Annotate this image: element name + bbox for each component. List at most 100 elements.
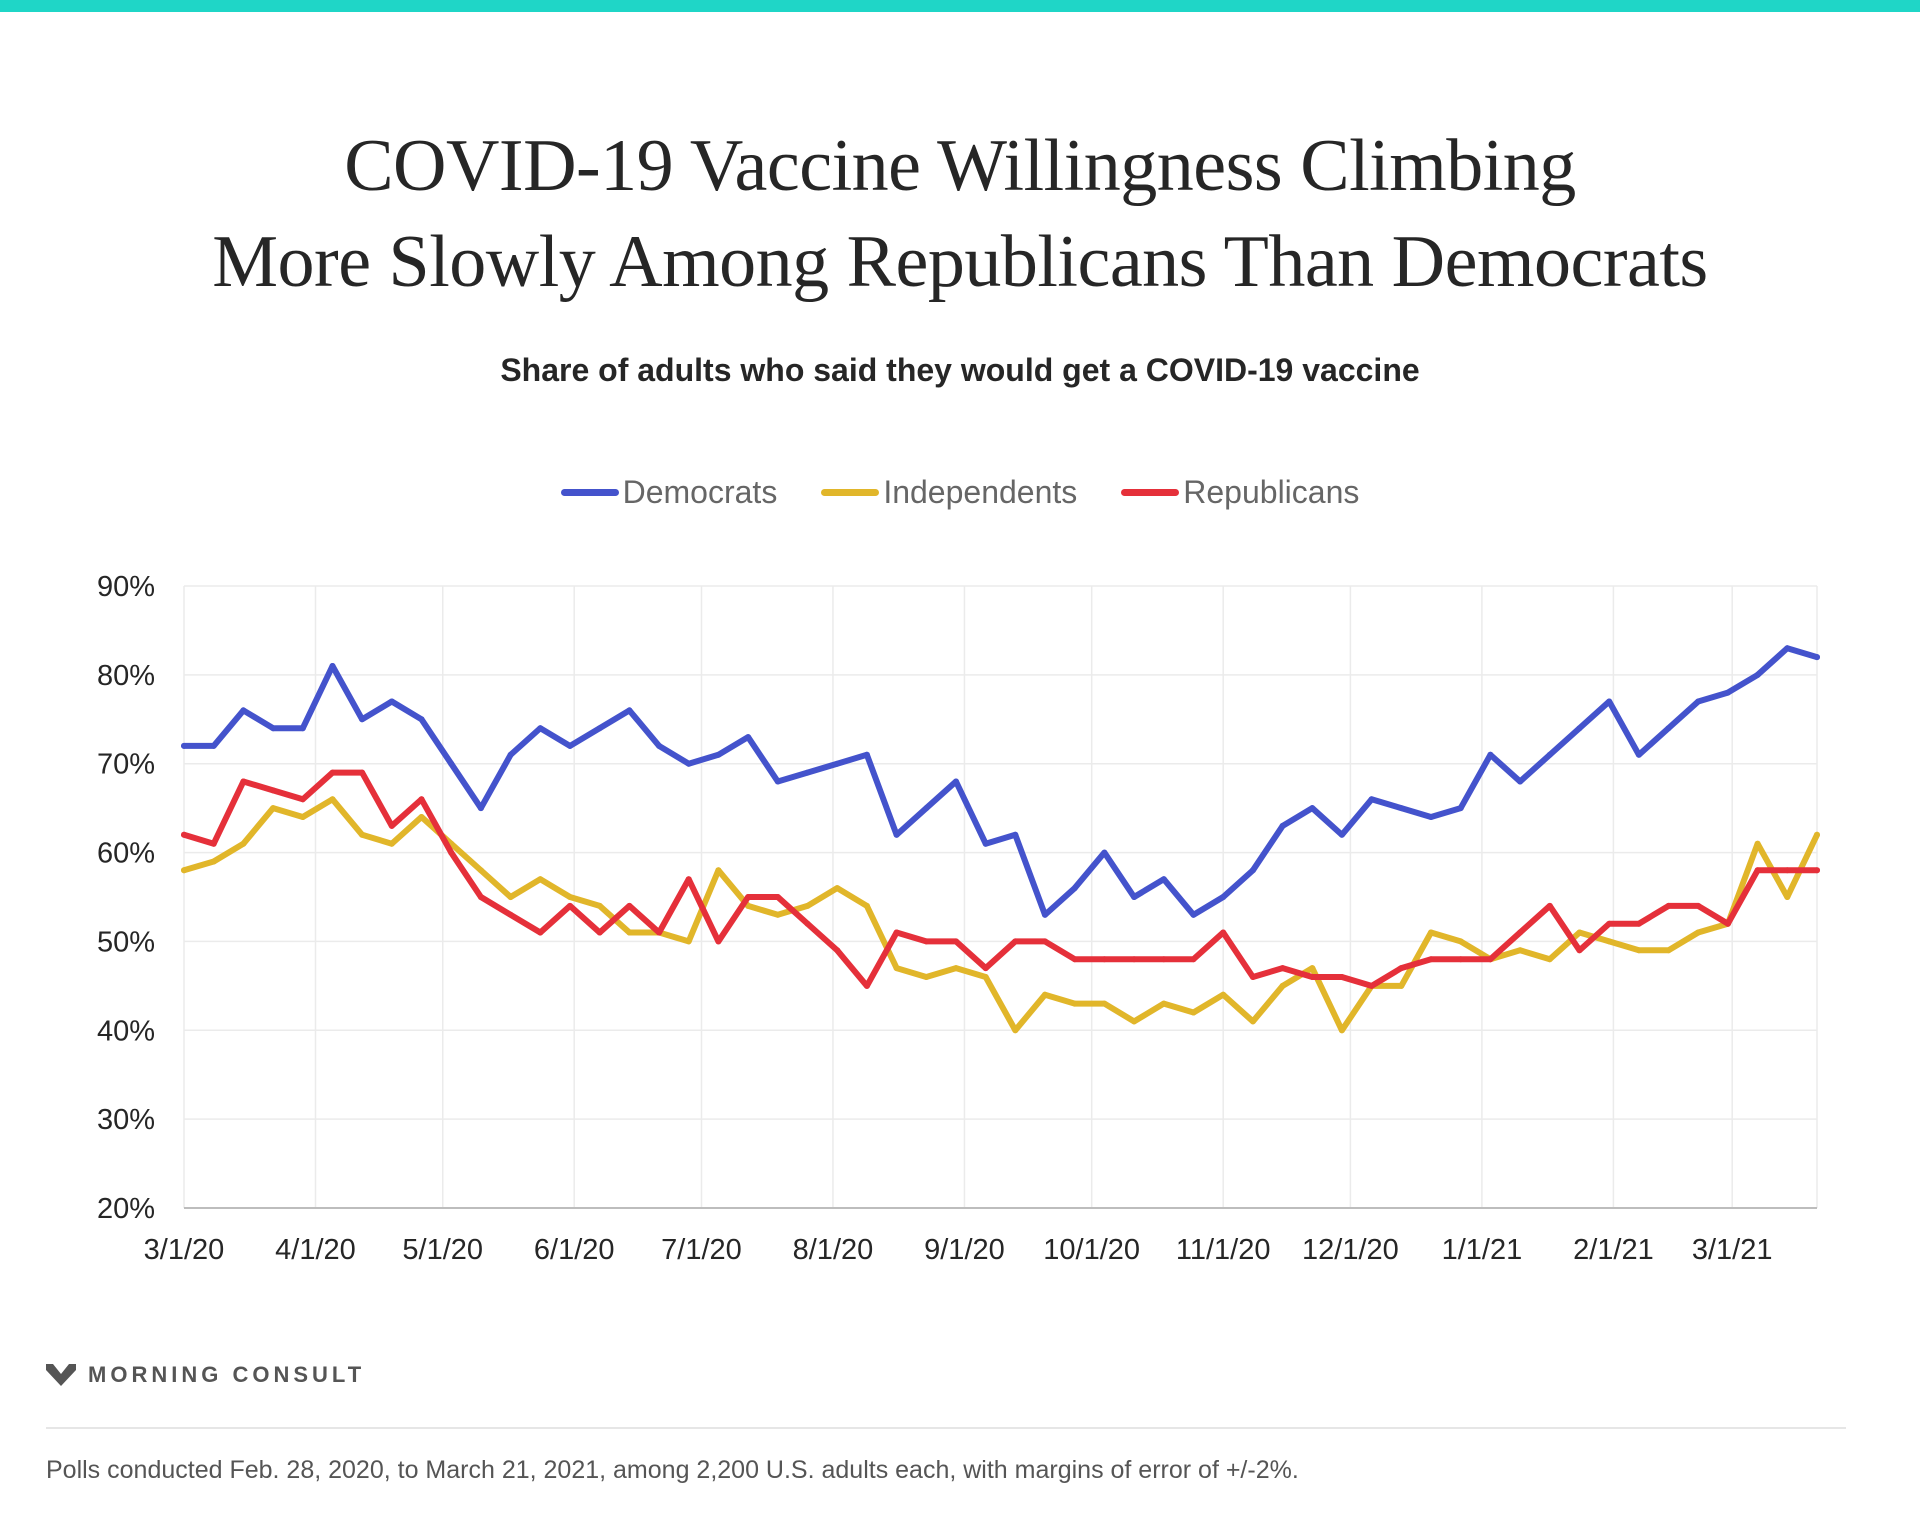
y-tick-label: 20%	[97, 1193, 155, 1225]
data-point-democrats	[1012, 831, 1019, 838]
x-tick-label: 7/1/20	[661, 1234, 742, 1266]
data-point-democrats	[1071, 885, 1078, 892]
data-point-democrats	[181, 742, 187, 749]
data-point-republicans	[1665, 902, 1672, 909]
data-point-democrats	[329, 663, 336, 669]
data-point-republicans	[1576, 947, 1583, 954]
data-point-republicans	[774, 894, 781, 900]
brand-name: MORNING CONSULT	[88, 1362, 366, 1387]
data-point-republicans	[596, 929, 603, 936]
data-point-independents	[893, 965, 900, 972]
x-tick-label: 9/1/20	[924, 1234, 1005, 1266]
data-point-republicans	[1160, 956, 1167, 963]
data-point-independents	[1665, 947, 1672, 954]
data-point-republicans	[1517, 929, 1524, 936]
data-point-republicans	[863, 982, 870, 989]
data-point-republicans	[1724, 920, 1731, 927]
data-point-democrats	[448, 760, 455, 767]
data-point-independents	[1012, 1027, 1019, 1034]
data-point-republicans	[834, 947, 841, 954]
data-point-independents	[181, 867, 187, 874]
data-point-democrats	[477, 805, 484, 812]
legend-swatch-republicans	[1121, 489, 1180, 496]
data-point-independents	[982, 974, 989, 980]
data-point-independents	[1101, 1000, 1108, 1007]
data-point-republicans	[270, 787, 277, 794]
data-point-republicans	[1249, 974, 1256, 980]
data-point-republicans	[745, 894, 752, 900]
data-point-democrats	[893, 831, 900, 838]
data-point-democrats	[863, 751, 870, 758]
data-point-republicans	[181, 831, 187, 838]
data-point-democrats	[715, 751, 722, 758]
data-point-democrats	[270, 725, 277, 732]
y-tick-label: 80%	[97, 660, 155, 692]
data-point-republicans	[1635, 920, 1642, 927]
legend-label-democrats: Democrats	[622, 474, 778, 510]
x-tick-label: 5/1/20	[402, 1234, 483, 1266]
data-point-independents	[1635, 947, 1642, 954]
data-point-republicans	[923, 938, 930, 945]
data-point-democrats	[537, 725, 544, 732]
data-point-democrats	[388, 698, 395, 705]
data-point-democrats	[1695, 698, 1702, 705]
data-point-republicans	[240, 778, 247, 785]
data-point-republicans	[953, 938, 959, 945]
data-point-democrats	[1724, 689, 1731, 696]
data-point-republicans	[982, 965, 989, 972]
legend: Democrats Independents Republicans	[0, 474, 1920, 511]
data-point-republicans	[1754, 867, 1761, 874]
data-point-democrats	[507, 751, 514, 758]
data-point-independents	[359, 831, 366, 838]
data-point-democrats	[1220, 894, 1227, 900]
data-point-republicans	[359, 769, 366, 776]
data-point-democrats	[834, 760, 841, 767]
data-point-independents	[1606, 938, 1613, 945]
top-accent-bar	[0, 0, 1920, 12]
data-point-republicans	[1309, 974, 1316, 980]
data-point-independents	[1814, 831, 1820, 838]
data-point-independents	[685, 938, 692, 945]
data-point-independents	[1279, 982, 1286, 989]
series-line-independents	[181, 796, 1820, 1034]
data-point-democrats	[656, 742, 663, 749]
data-point-independents	[596, 902, 603, 909]
y-tick-label: 50%	[97, 926, 155, 958]
data-point-democrats	[745, 734, 752, 741]
data-point-democrats	[1606, 698, 1613, 705]
data-point-independents	[834, 885, 841, 892]
chart-subtitle: Share of adults who said they would get …	[500, 352, 1420, 388]
data-point-republicans	[537, 929, 544, 936]
data-point-republicans	[1606, 920, 1613, 927]
data-point-democrats	[953, 778, 959, 785]
data-point-republicans	[1457, 956, 1464, 963]
data-point-republicans	[329, 769, 336, 776]
data-point-independents	[1220, 991, 1227, 998]
x-tick-label: 6/1/20	[534, 1234, 615, 1266]
data-point-democrats	[1160, 876, 1167, 883]
data-point-independents	[388, 840, 395, 847]
data-point-democrats	[596, 725, 603, 732]
data-point-republicans	[1042, 938, 1048, 945]
data-point-republicans	[448, 849, 455, 856]
data-point-independents	[1576, 929, 1583, 936]
data-point-democrats	[626, 707, 633, 714]
legend-label-independents: Independents	[883, 474, 1078, 510]
data-point-democrats	[1309, 805, 1316, 812]
data-point-democrats	[1190, 911, 1197, 918]
data-point-republicans	[1487, 956, 1494, 963]
x-tick-label: 1/1/21	[1442, 1234, 1523, 1266]
data-point-republicans	[477, 894, 484, 900]
data-point-independents	[1546, 956, 1553, 963]
data-point-independents	[1428, 929, 1434, 936]
legend-item-republicans: Republicans	[1121, 474, 1359, 511]
data-point-independents	[477, 867, 484, 874]
data-point-independents	[567, 894, 573, 900]
legend-item-democrats: Democrats	[560, 474, 778, 511]
data-point-democrats	[1784, 645, 1791, 652]
morning-consult-logo-icon	[46, 1364, 76, 1386]
data-point-independents	[537, 876, 544, 883]
data-point-republicans	[1279, 965, 1286, 972]
legend-item-independents: Independents	[821, 474, 1077, 511]
data-point-republicans	[1071, 956, 1078, 963]
